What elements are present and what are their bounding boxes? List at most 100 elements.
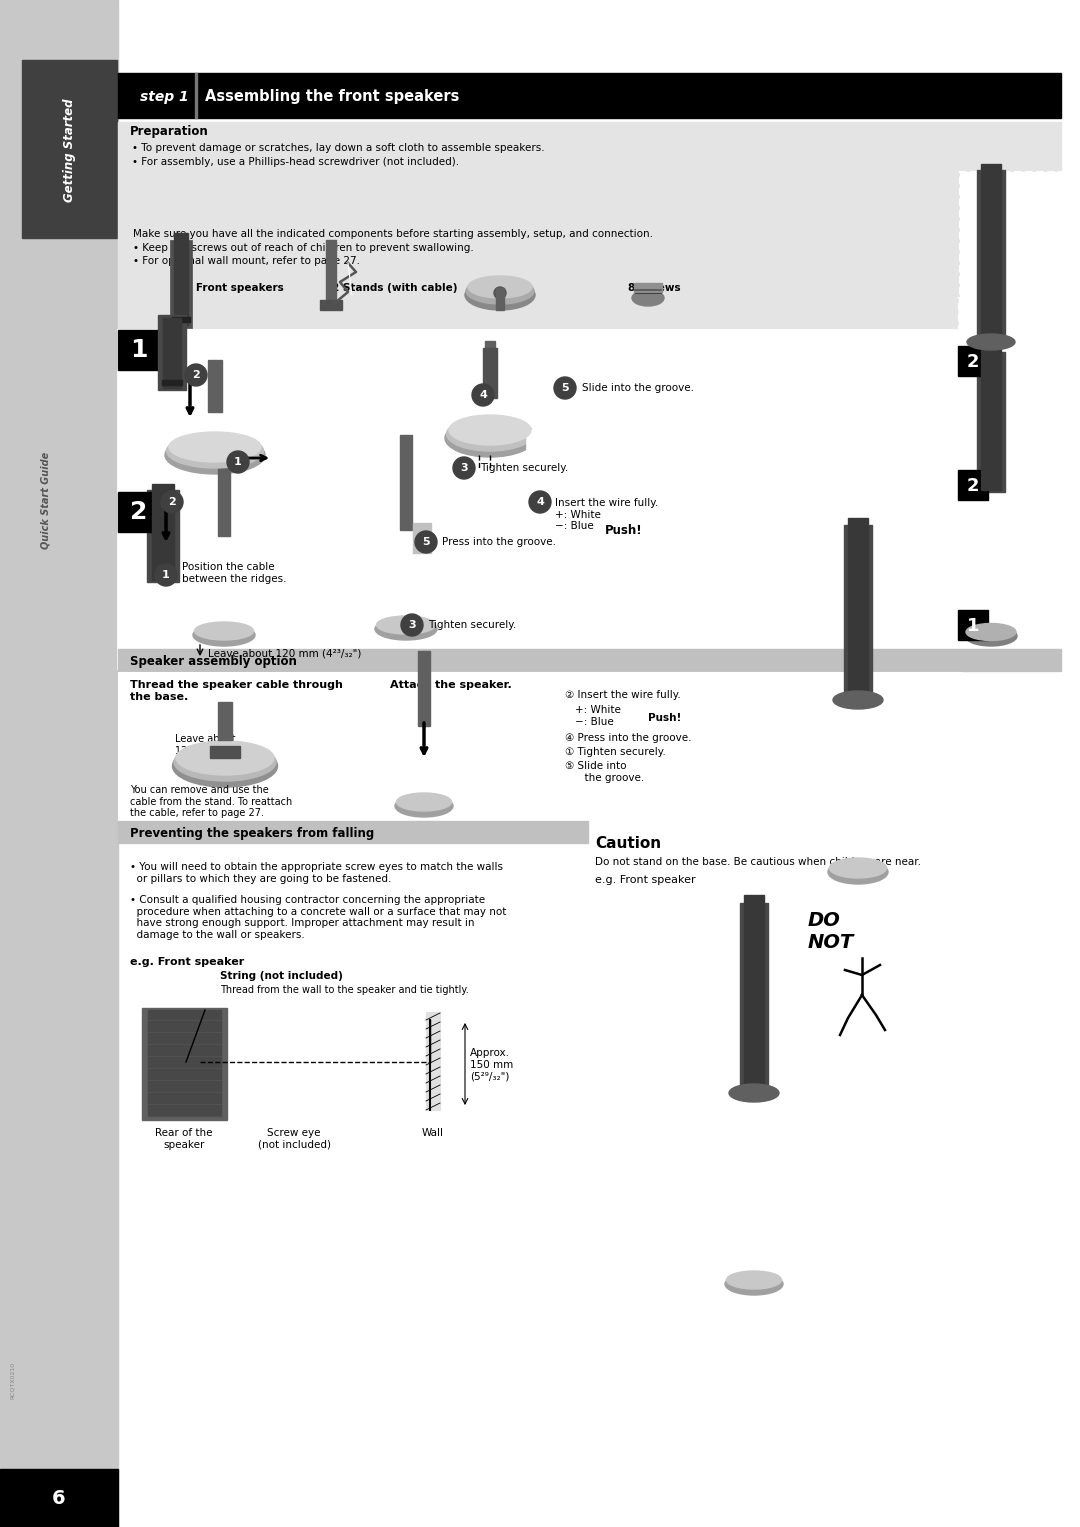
Text: Wall: Wall [422, 1128, 444, 1138]
Bar [118, 330, 961, 490]
Circle shape [554, 377, 576, 399]
Bar [148, 1009, 221, 1116]
Text: • For assembly, use a Phillips-head screwdriver (not included).: • For assembly, use a Phillips-head scre… [132, 157, 459, 166]
Bar [0, 0, 118, 1527]
Text: 2 Stands (with cable): 2 Stands (with cable) [332, 282, 458, 293]
Text: 2: 2 [168, 496, 176, 507]
Bar [320, 299, 342, 310]
Ellipse shape [377, 615, 435, 634]
Circle shape [185, 363, 207, 386]
Ellipse shape [966, 623, 1016, 640]
Bar [959, 298, 1063, 495]
Ellipse shape [396, 793, 451, 811]
Bar [162, 380, 183, 385]
Text: Leave about 120 mm (4²³/₃₂"): Leave about 120 mm (4²³/₃₂") [208, 647, 362, 658]
Text: 2: 2 [967, 353, 980, 371]
Text: Quick Start Guide: Quick Start Guide [41, 452, 51, 548]
Text: Push!: Push! [605, 524, 643, 536]
Text: Position the cable
between the ridges.: Position the cable between the ridges. [183, 562, 286, 583]
Text: Leave about
120 mm (4²²/₃₂"): Leave about 120 mm (4²²/₃₂") [175, 734, 256, 756]
Ellipse shape [967, 334, 1015, 350]
Text: Caution: Caution [595, 835, 661, 851]
Bar [958, 470, 988, 499]
Text: 4: 4 [536, 496, 544, 507]
Bar [172, 318, 190, 322]
Bar [208, 360, 222, 412]
Ellipse shape [446, 417, 534, 450]
Text: • You will need to obtain the appropriate screw eyes to match the walls
  or pil: • You will need to obtain the appropriat… [130, 863, 503, 884]
Text: 3: 3 [408, 620, 416, 631]
Text: 2: 2 [967, 476, 980, 495]
Text: Speaker assembly option: Speaker assembly option [130, 655, 297, 667]
Text: 1: 1 [131, 337, 148, 362]
Ellipse shape [595, 350, 685, 420]
Text: Preparation: Preparation [130, 125, 208, 139]
Bar [218, 702, 232, 741]
Bar [400, 435, 411, 530]
Bar [326, 240, 336, 308]
Text: e.g. Front speaker: e.g. Front speaker [595, 875, 696, 886]
Bar [118, 822, 588, 843]
Ellipse shape [168, 432, 261, 463]
Bar [22, 60, 117, 238]
Circle shape [156, 563, 177, 586]
Ellipse shape [173, 745, 278, 786]
Bar [218, 441, 230, 536]
Text: Push!: Push! [648, 713, 681, 722]
Text: • To prevent damage or scratches, lay down a soft cloth to assemble speakers.: • To prevent damage or scratches, lay do… [132, 144, 544, 153]
Text: RCQTX0210: RCQTX0210 [10, 1362, 14, 1399]
Text: 8 Screws: 8 Screws [627, 282, 680, 293]
Ellipse shape [166, 434, 264, 467]
Text: ④ Press into the groove.: ④ Press into the groove. [565, 733, 691, 744]
Text: • Keep the screws out of reach of children to prevent swallowing.: • Keep the screws out of reach of childr… [133, 243, 474, 253]
Ellipse shape [449, 415, 531, 444]
Text: Thread the speaker cable through
the base.: Thread the speaker cable through the bas… [130, 680, 342, 701]
Bar [158, 315, 186, 389]
Bar [958, 609, 988, 640]
Text: Getting Started: Getting Started [63, 98, 76, 202]
Ellipse shape [468, 276, 532, 298]
Ellipse shape [176, 741, 274, 776]
Text: Press into the groove.: Press into the groove. [442, 538, 556, 547]
Text: DO
NOT: DO NOT [808, 912, 854, 953]
Ellipse shape [833, 692, 883, 709]
Bar [418, 651, 430, 725]
Bar [195, 73, 197, 118]
Ellipse shape [727, 1270, 782, 1289]
Ellipse shape [829, 858, 887, 878]
Circle shape [415, 531, 437, 553]
Bar [0, 1469, 118, 1527]
Text: e.g. Front speaker: e.g. Front speaker [130, 957, 244, 967]
Bar [485, 341, 495, 395]
Text: −: Blue: −: Blue [575, 718, 613, 727]
Text: Assembling the front speakers: Assembling the front speakers [205, 90, 459, 104]
Text: 3: 3 [460, 463, 468, 473]
Bar [118, 73, 1061, 118]
Text: ② Insert the wire fully.: ② Insert the wire fully. [565, 690, 680, 699]
Text: Approx.
150 mm
(5²⁹/₃₂"): Approx. 150 mm (5²⁹/₃₂") [470, 1049, 513, 1081]
Ellipse shape [193, 625, 255, 646]
Bar [118, 330, 160, 370]
Text: Attach the speaker.: Attach the speaker. [390, 680, 512, 690]
Text: 1: 1 [162, 570, 170, 580]
Ellipse shape [828, 860, 888, 884]
Text: • Consult a qualified housing contractor concerning the appropriate
  procedure : • Consult a qualified housing contractor… [130, 895, 507, 939]
Circle shape [494, 287, 507, 299]
Text: 1: 1 [967, 617, 980, 635]
Circle shape [472, 383, 494, 406]
Text: 2 Front speakers: 2 Front speakers [185, 282, 284, 293]
Text: 6: 6 [52, 1489, 66, 1507]
Ellipse shape [729, 1084, 779, 1102]
Ellipse shape [465, 278, 534, 304]
Text: Thread from the wall to the speaker and tie tightly.: Thread from the wall to the speaker and … [220, 985, 469, 996]
Text: Tighten securely.: Tighten securely. [428, 620, 516, 631]
Text: 2: 2 [131, 499, 148, 524]
Ellipse shape [165, 437, 265, 473]
Bar [977, 353, 1005, 492]
Bar [163, 318, 181, 388]
Bar [118, 672, 961, 822]
Text: • For optional wall mount, refer to page 27.: • For optional wall mount, refer to page… [133, 257, 360, 266]
Ellipse shape [194, 621, 254, 640]
Text: Slide into the groove.: Slide into the groove. [582, 383, 694, 392]
Ellipse shape [632, 290, 664, 305]
